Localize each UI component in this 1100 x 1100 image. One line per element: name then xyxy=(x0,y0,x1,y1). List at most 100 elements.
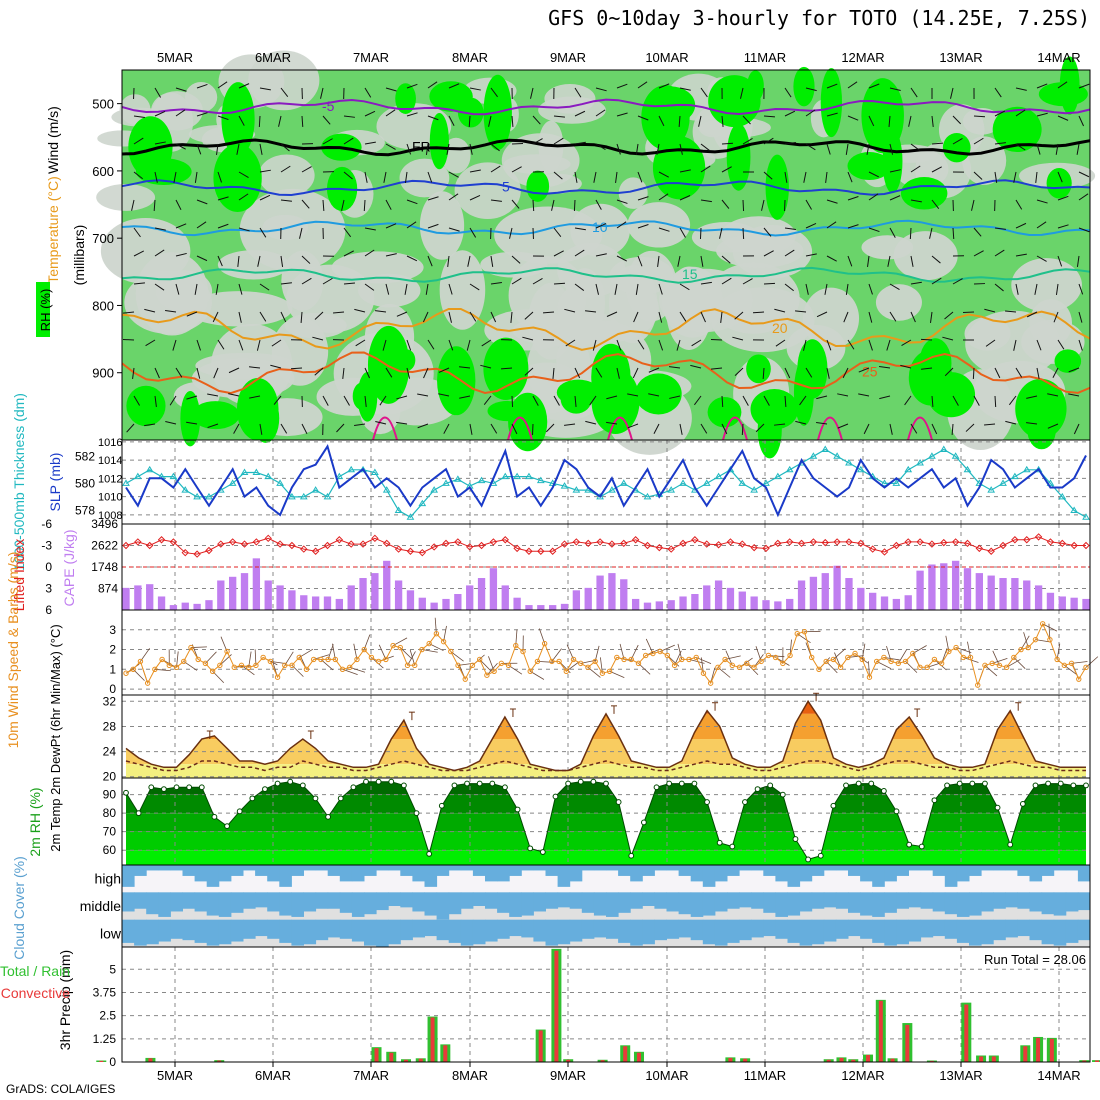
cloud-bar xyxy=(303,865,317,871)
wind-barb xyxy=(837,393,849,397)
cloud-bar xyxy=(158,919,171,942)
wind-barb xyxy=(1026,422,1038,425)
wind-speed-point xyxy=(830,656,837,663)
wind-barb xyxy=(217,223,229,229)
wind-barb xyxy=(805,253,817,257)
wind-barb xyxy=(1057,195,1069,201)
wind-barb xyxy=(217,255,223,267)
wind-barb xyxy=(1015,199,1023,210)
wind-barb xyxy=(216,143,219,155)
date-label-top: 14MAR xyxy=(1037,50,1080,65)
rh-point xyxy=(792,836,799,842)
y-tick-label: 700 xyxy=(92,231,114,246)
lifted-index-point xyxy=(134,538,142,546)
wind-speed-point xyxy=(541,640,548,647)
thickness-point xyxy=(133,472,142,480)
wind-barb xyxy=(637,196,649,201)
cape-bar xyxy=(797,580,806,610)
lifted-index-point xyxy=(394,545,403,553)
cloud-bar xyxy=(545,865,559,876)
precip-conv-bar xyxy=(878,1000,883,1062)
thickness-point xyxy=(667,486,676,493)
wind-barb xyxy=(396,311,408,317)
wind-barb xyxy=(653,423,660,435)
precip-conv-bar xyxy=(566,1059,571,1062)
wind-barb xyxy=(984,308,996,313)
thickness-point xyxy=(951,452,960,459)
wind-barb xyxy=(763,395,770,406)
thickness-point xyxy=(714,472,723,480)
thickness-point xyxy=(1058,492,1067,500)
wind-barb xyxy=(574,171,578,183)
rh-point xyxy=(552,793,559,800)
cloud-bar xyxy=(218,919,232,945)
rh-high-blob xyxy=(180,391,201,447)
wind-barb xyxy=(375,310,387,313)
cloud-row-label: middle xyxy=(80,898,121,914)
wind-speed-point xyxy=(368,654,375,661)
date-label-bottom: 10MAR xyxy=(645,1068,688,1083)
precip-conv-bar xyxy=(554,950,559,1062)
wind-barb xyxy=(322,138,333,145)
wind-speed-point xyxy=(491,668,497,674)
cloud-bar xyxy=(472,865,486,876)
wind-barb xyxy=(524,311,534,320)
wind-speed-point xyxy=(628,656,634,663)
cloud-bar xyxy=(630,865,643,882)
wind-speed-point xyxy=(282,662,288,669)
wind-barb xyxy=(632,367,639,379)
rh-point xyxy=(249,795,256,802)
rh-band xyxy=(126,794,1086,814)
wind-speed-point xyxy=(700,670,707,676)
wind-barb xyxy=(1015,253,1027,257)
cloud-bar xyxy=(727,865,740,876)
wind-barb xyxy=(553,171,563,180)
wind-barb xyxy=(742,227,745,240)
wind-barb xyxy=(1047,393,1059,397)
rh-point xyxy=(956,780,963,787)
thickness-point xyxy=(453,475,462,482)
rh-point xyxy=(678,780,685,787)
wind-speed-point xyxy=(585,664,591,671)
wind-barb xyxy=(774,423,786,426)
wind-barb xyxy=(679,311,687,322)
wind-barb xyxy=(175,87,187,92)
wind-barb xyxy=(867,255,870,267)
lifted-index-point xyxy=(311,547,320,555)
wind-barb xyxy=(1005,310,1017,313)
thickness-point xyxy=(750,486,759,493)
rh-point xyxy=(1032,782,1039,789)
cape-bar xyxy=(442,598,450,610)
wind-barb xyxy=(364,367,371,379)
thickness-point xyxy=(963,465,972,473)
wind-barb xyxy=(574,227,586,231)
cape-bar xyxy=(134,585,142,610)
wind-barb xyxy=(343,171,353,180)
wind-speed-point xyxy=(650,650,656,657)
wind-barb xyxy=(973,227,982,237)
thickness-point xyxy=(856,465,865,473)
contour-label: 5 xyxy=(502,179,510,195)
wind-barb xyxy=(700,281,712,285)
wind-barb xyxy=(1036,367,1040,379)
wind-barb xyxy=(301,166,312,173)
wind-barb xyxy=(1035,171,1038,183)
rh-point xyxy=(514,806,521,813)
cape-bar xyxy=(501,585,509,610)
wind-barb xyxy=(196,255,208,262)
cloud-bar xyxy=(376,919,389,947)
cape-bar xyxy=(857,587,865,610)
precip-conv-bar xyxy=(1095,1060,1100,1062)
wind-speed-point xyxy=(996,662,1003,669)
wind-barb xyxy=(931,142,944,145)
cape-bar xyxy=(323,596,332,610)
cloud-bar xyxy=(763,865,776,876)
slp-tick-label: 1012 xyxy=(98,473,122,485)
run-total-label: Run Total = 28.06 xyxy=(984,952,1086,967)
rh-high-blob xyxy=(556,379,600,406)
cloud-bar xyxy=(376,865,389,871)
wind-barb xyxy=(427,339,435,350)
wind-barb xyxy=(1078,193,1089,201)
cloud-bar xyxy=(618,892,631,913)
lifted-index-point xyxy=(548,547,557,555)
